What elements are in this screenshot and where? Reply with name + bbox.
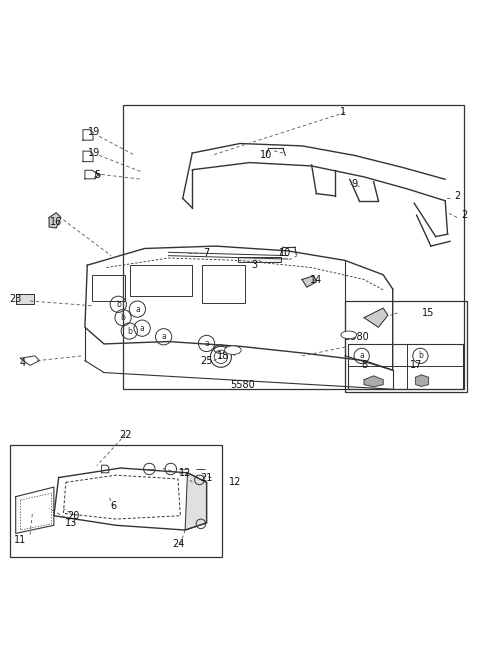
Polygon shape: [416, 375, 429, 386]
Text: 2: 2: [461, 210, 468, 220]
Text: a: a: [135, 305, 140, 313]
Text: a: a: [161, 332, 166, 341]
Polygon shape: [49, 212, 61, 228]
Text: 19: 19: [88, 127, 101, 137]
Text: 12: 12: [179, 467, 192, 478]
Text: 11: 11: [14, 535, 26, 544]
Text: 14: 14: [310, 274, 323, 284]
Text: 13: 13: [64, 518, 77, 528]
Bar: [345, 301, 467, 392]
Text: b: b: [120, 313, 125, 322]
Text: 2: 2: [454, 191, 460, 201]
Text: a: a: [204, 339, 209, 348]
Bar: [123, 106, 464, 389]
Ellipse shape: [341, 331, 357, 339]
Text: 8: 8: [361, 361, 367, 371]
Text: 16: 16: [50, 217, 62, 227]
Text: 23: 23: [10, 293, 22, 303]
Bar: [130, 265, 192, 296]
Ellipse shape: [225, 346, 241, 355]
Text: 19: 19: [88, 148, 101, 158]
Text: 6: 6: [110, 501, 117, 511]
Text: 3: 3: [251, 260, 257, 270]
Bar: [202, 265, 245, 303]
Text: b: b: [127, 327, 132, 335]
Polygon shape: [302, 276, 316, 287]
Text: 22: 22: [119, 430, 132, 440]
Text: 9: 9: [351, 179, 358, 189]
Text: 20: 20: [67, 511, 79, 521]
Bar: [10, 445, 222, 557]
Polygon shape: [364, 376, 383, 387]
Text: 1: 1: [339, 108, 346, 118]
Text: 12: 12: [229, 477, 241, 487]
Bar: [16, 294, 34, 304]
Text: 7: 7: [204, 248, 210, 258]
Polygon shape: [364, 308, 388, 327]
Text: 10: 10: [279, 248, 291, 258]
Text: 4: 4: [20, 358, 26, 368]
Bar: [348, 344, 463, 389]
Text: a: a: [360, 351, 364, 361]
Text: 18: 18: [217, 351, 229, 361]
Text: 10: 10: [260, 151, 272, 161]
Text: 17: 17: [410, 361, 423, 371]
Text: 5580: 5580: [345, 332, 369, 342]
Text: a: a: [140, 323, 144, 333]
Text: 5580: 5580: [230, 380, 255, 390]
Text: 5: 5: [94, 169, 100, 179]
Text: 15: 15: [422, 308, 435, 318]
Polygon shape: [185, 473, 206, 530]
Bar: [92, 275, 125, 301]
Text: 25: 25: [200, 356, 213, 366]
Text: b: b: [418, 351, 423, 361]
Text: 24: 24: [172, 539, 184, 549]
Text: b: b: [116, 300, 121, 309]
Text: 21: 21: [201, 473, 213, 483]
Bar: [238, 257, 281, 262]
